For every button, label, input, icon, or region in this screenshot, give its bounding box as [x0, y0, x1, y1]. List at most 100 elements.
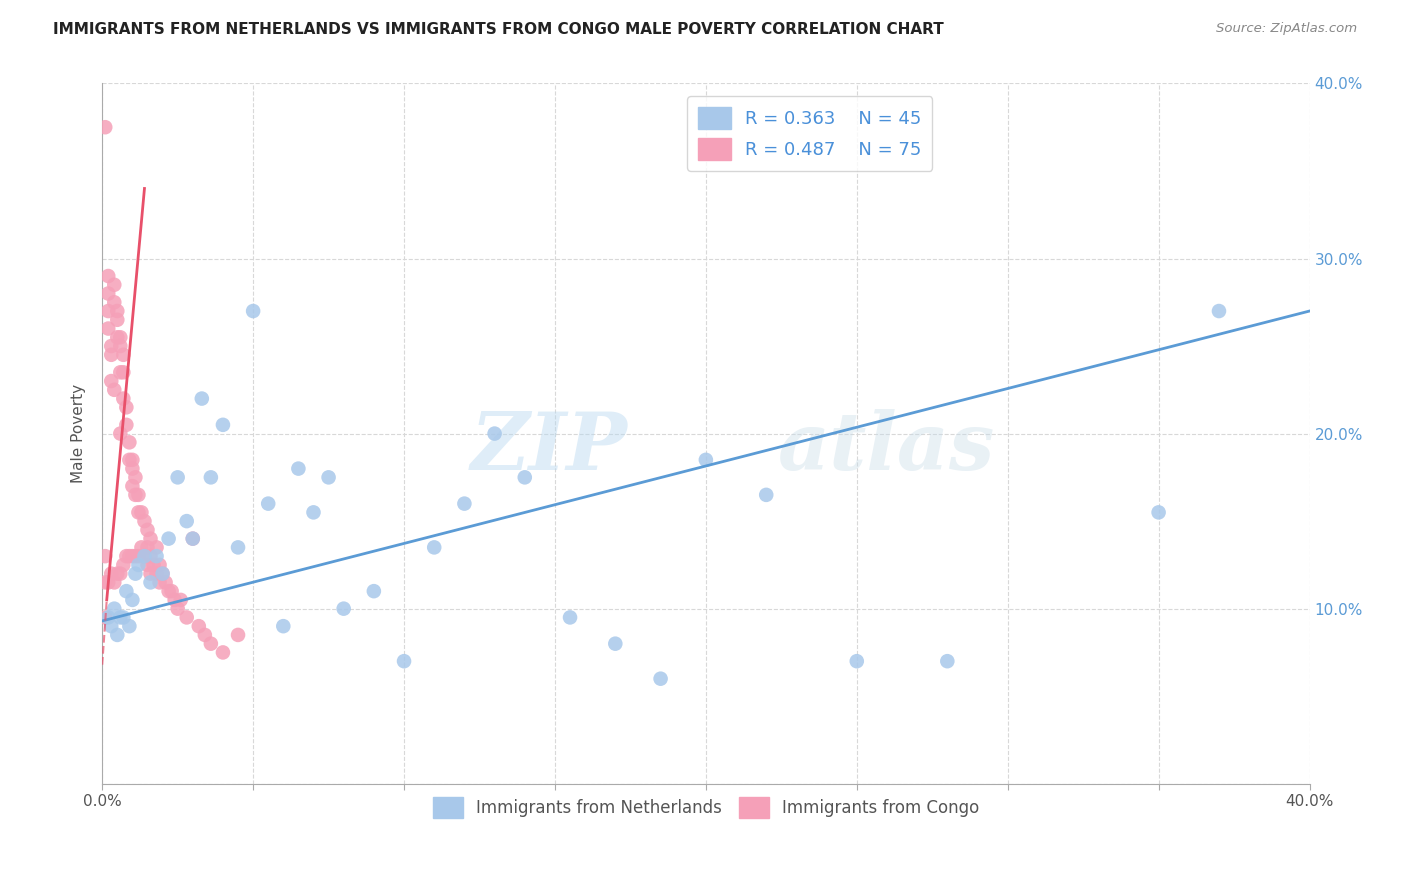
Point [145, 566, 167, 581]
Point [136, 541, 159, 555]
Point [152, 566, 174, 581]
Point [97, 575, 120, 590]
Point [100, 348, 122, 362]
Point [115, 417, 138, 432]
Point [118, 453, 141, 467]
Point [97, 321, 120, 335]
Point [94, 575, 117, 590]
Point [148, 558, 170, 572]
Point [271, 619, 294, 633]
Point [242, 304, 264, 318]
Point [94, 120, 117, 135]
Point [118, 435, 141, 450]
Point [139, 566, 162, 581]
Point [105, 628, 128, 642]
Point [105, 304, 128, 318]
Point [103, 383, 125, 397]
Point [121, 593, 143, 607]
Point [105, 330, 128, 344]
Text: IMMIGRANTS FROM NETHERLANDS VS IMMIGRANTS FROM CONGO MALE POVERTY CORRELATION CH: IMMIGRANTS FROM NETHERLANDS VS IMMIGRANT… [53, 22, 945, 37]
Point [103, 295, 125, 310]
Point [115, 549, 138, 563]
Point [127, 488, 149, 502]
Point [176, 610, 198, 624]
Point [94, 610, 117, 624]
Point [134, 549, 156, 563]
Point [302, 505, 325, 519]
Point [124, 488, 146, 502]
Point [103, 601, 125, 615]
Point [127, 558, 149, 572]
Point [513, 470, 536, 484]
Point [755, 488, 778, 502]
Point [136, 523, 159, 537]
Point [112, 558, 135, 572]
Point [97, 610, 120, 624]
Point [1147, 505, 1170, 519]
Point [110, 610, 132, 624]
Point [110, 566, 132, 581]
Point [170, 593, 193, 607]
Y-axis label: Male Poverty: Male Poverty [72, 384, 86, 483]
Point [131, 505, 153, 519]
Point [157, 532, 180, 546]
Point [142, 558, 165, 572]
Point [453, 497, 475, 511]
Point [226, 628, 249, 642]
Point [1208, 304, 1230, 318]
Point [124, 470, 146, 484]
Point [134, 549, 156, 563]
Point [191, 392, 214, 406]
Point [200, 637, 222, 651]
Text: Source: ZipAtlas.com: Source: ZipAtlas.com [1216, 22, 1357, 36]
Point [110, 426, 132, 441]
Point [166, 470, 188, 484]
Point [105, 313, 128, 327]
Point [118, 619, 141, 633]
Point [136, 558, 159, 572]
Point [145, 549, 167, 563]
Point [558, 610, 581, 624]
Point [363, 584, 385, 599]
Point [155, 575, 177, 590]
Point [112, 610, 135, 624]
Point [97, 286, 120, 301]
Point [187, 619, 209, 633]
Point [115, 584, 138, 599]
Point [605, 637, 627, 651]
Point [423, 541, 446, 555]
Point [112, 365, 135, 379]
Point [181, 532, 204, 546]
Point [103, 575, 125, 590]
Point [121, 461, 143, 475]
Point [226, 541, 249, 555]
Legend: Immigrants from Netherlands, Immigrants from Congo: Immigrants from Netherlands, Immigrants … [426, 790, 986, 824]
Point [110, 330, 132, 344]
Point [97, 304, 120, 318]
Point [110, 365, 132, 379]
Point [936, 654, 959, 668]
Point [332, 601, 354, 615]
Point [124, 549, 146, 563]
Point [212, 645, 235, 659]
Point [148, 575, 170, 590]
Point [121, 479, 143, 493]
Point [176, 514, 198, 528]
Point [121, 453, 143, 467]
Point [163, 593, 186, 607]
Point [118, 549, 141, 563]
Point [134, 514, 156, 528]
Point [845, 654, 868, 668]
Point [103, 277, 125, 292]
Point [318, 470, 340, 484]
Point [152, 566, 174, 581]
Point [139, 575, 162, 590]
Point [127, 549, 149, 563]
Point [181, 532, 204, 546]
Text: atlas: atlas [779, 409, 995, 486]
Point [100, 619, 122, 633]
Point [160, 584, 183, 599]
Point [194, 628, 217, 642]
Point [100, 339, 122, 353]
Point [139, 532, 162, 546]
